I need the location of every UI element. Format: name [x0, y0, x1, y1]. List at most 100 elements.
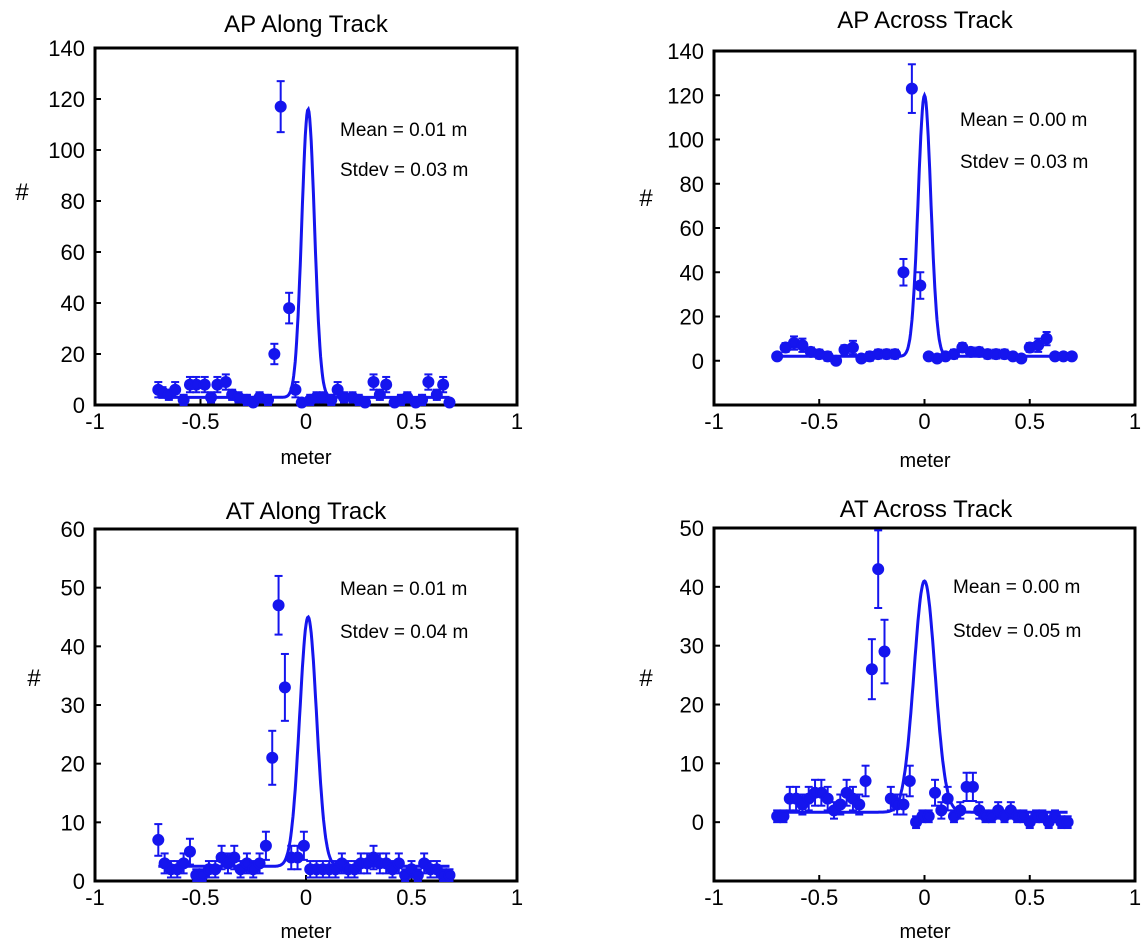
y-tick-label: 60 [61, 240, 85, 265]
data-point [198, 378, 211, 391]
mean-annotation: Mean = 0.00 m [960, 110, 1087, 131]
data-point [1065, 350, 1078, 363]
y-tick-label: 10 [680, 751, 704, 776]
data-point [437, 378, 450, 391]
panel-at-along: AT Along Track # meter Mean = 0.01 m Std… [27, 498, 523, 941]
x-tick-label: -0.5 [182, 885, 220, 910]
y-tick-label: 10 [61, 810, 85, 835]
data-point [821, 792, 834, 805]
data-point [205, 391, 218, 404]
data-point [853, 798, 866, 811]
data-point [183, 845, 196, 858]
data-point [268, 348, 281, 360]
data-point [380, 378, 393, 391]
y-axis-label: # [27, 665, 41, 692]
data-point [846, 341, 859, 354]
y-tick-label: 0 [692, 810, 704, 835]
data-point [859, 774, 872, 787]
stdev-annotation: Stdev = 0.03 m [340, 160, 468, 181]
panel-at-across: AT Across Track # meter Mean = 0.00 m St… [639, 496, 1141, 941]
chart-title: AP Across Track [837, 7, 1014, 34]
data-point [272, 599, 285, 612]
chart-title: AT Along Track [226, 498, 388, 525]
data-point [889, 348, 902, 361]
data-point [443, 869, 456, 882]
x-tick-label: -1 [704, 885, 724, 910]
data-point [777, 810, 790, 823]
fit-curve [777, 579, 1068, 814]
y-tick-label: 50 [680, 516, 704, 541]
panel-ap-across: AP Across Track # meter Mean = 0.00 m St… [639, 7, 1141, 472]
data-point [422, 376, 435, 389]
data-point [878, 645, 891, 658]
data-point [897, 798, 910, 811]
mean-annotation: Mean = 0.00 m [953, 577, 1080, 598]
data-point [966, 780, 979, 793]
data-point [416, 393, 429, 406]
data-point [929, 786, 942, 799]
stdev-annotation: Stdev = 0.04 m [340, 622, 468, 643]
data-point [259, 839, 272, 852]
data-point [219, 376, 232, 389]
x-tick-label: 0.5 [1014, 409, 1045, 434]
x-tick-label: 0.5 [396, 885, 427, 910]
panel-ap-along: AP Along Track # meter Mean = 0.01 m Std… [15, 11, 523, 469]
data-point [283, 302, 296, 315]
x-tick-label: 0.5 [396, 409, 427, 434]
data-point [834, 798, 847, 811]
data-point [266, 751, 279, 764]
data-point [830, 354, 843, 367]
y-tick-label: 40 [61, 634, 85, 659]
data-point [903, 774, 916, 787]
y-axis-label: # [639, 665, 653, 692]
y-tick-label: 40 [680, 575, 704, 600]
data-point [796, 339, 809, 352]
data-point [367, 376, 380, 389]
x-tick-label: 0.5 [1014, 885, 1045, 910]
data-point [297, 839, 310, 852]
data-point [359, 396, 372, 409]
y-tick-label: 20 [680, 693, 704, 718]
x-tick-label: -1 [704, 409, 724, 434]
y-tick-label: 60 [61, 517, 85, 542]
x-tick-label: -0.5 [182, 409, 220, 434]
fit-curve [158, 105, 450, 399]
x-axis-label: meter [899, 450, 950, 472]
data-point [954, 804, 967, 817]
x-tick-label: 0 [918, 885, 930, 910]
y-tick-label: 140 [48, 36, 85, 61]
data-point [1015, 352, 1028, 365]
stdev-annotation: Stdev = 0.03 m [960, 152, 1088, 173]
y-tick-label: 0 [73, 869, 85, 894]
data-point [291, 851, 304, 864]
data-point [262, 393, 275, 406]
data-point [897, 266, 910, 279]
data-point [443, 396, 456, 409]
y-tick-label: 100 [667, 128, 704, 153]
data-point [401, 391, 414, 404]
y-tick-label: 80 [61, 189, 85, 214]
x-tick-label: 0 [300, 409, 312, 434]
x-tick-label: -1 [85, 409, 105, 434]
x-tick-label: -0.5 [800, 409, 838, 434]
x-tick-label: 1 [1129, 409, 1141, 434]
x-tick-label: -0.5 [800, 885, 838, 910]
data-point [914, 279, 927, 292]
data-point [392, 857, 405, 870]
x-tick-label: 1 [1129, 885, 1141, 910]
y-tick-label: 140 [667, 39, 704, 64]
data-point [274, 100, 287, 113]
data-point [177, 393, 190, 406]
data-point [152, 833, 165, 846]
y-tick-label: 80 [680, 172, 704, 197]
y-tick-label: 0 [692, 349, 704, 374]
data-point [228, 851, 241, 864]
x-tick-label: -1 [85, 885, 105, 910]
data-point [947, 348, 960, 361]
x-tick-label: 0 [300, 885, 312, 910]
data-point [905, 82, 918, 95]
data-point [169, 383, 182, 396]
data-point [1040, 332, 1053, 345]
x-axis-label: meter [280, 921, 331, 941]
